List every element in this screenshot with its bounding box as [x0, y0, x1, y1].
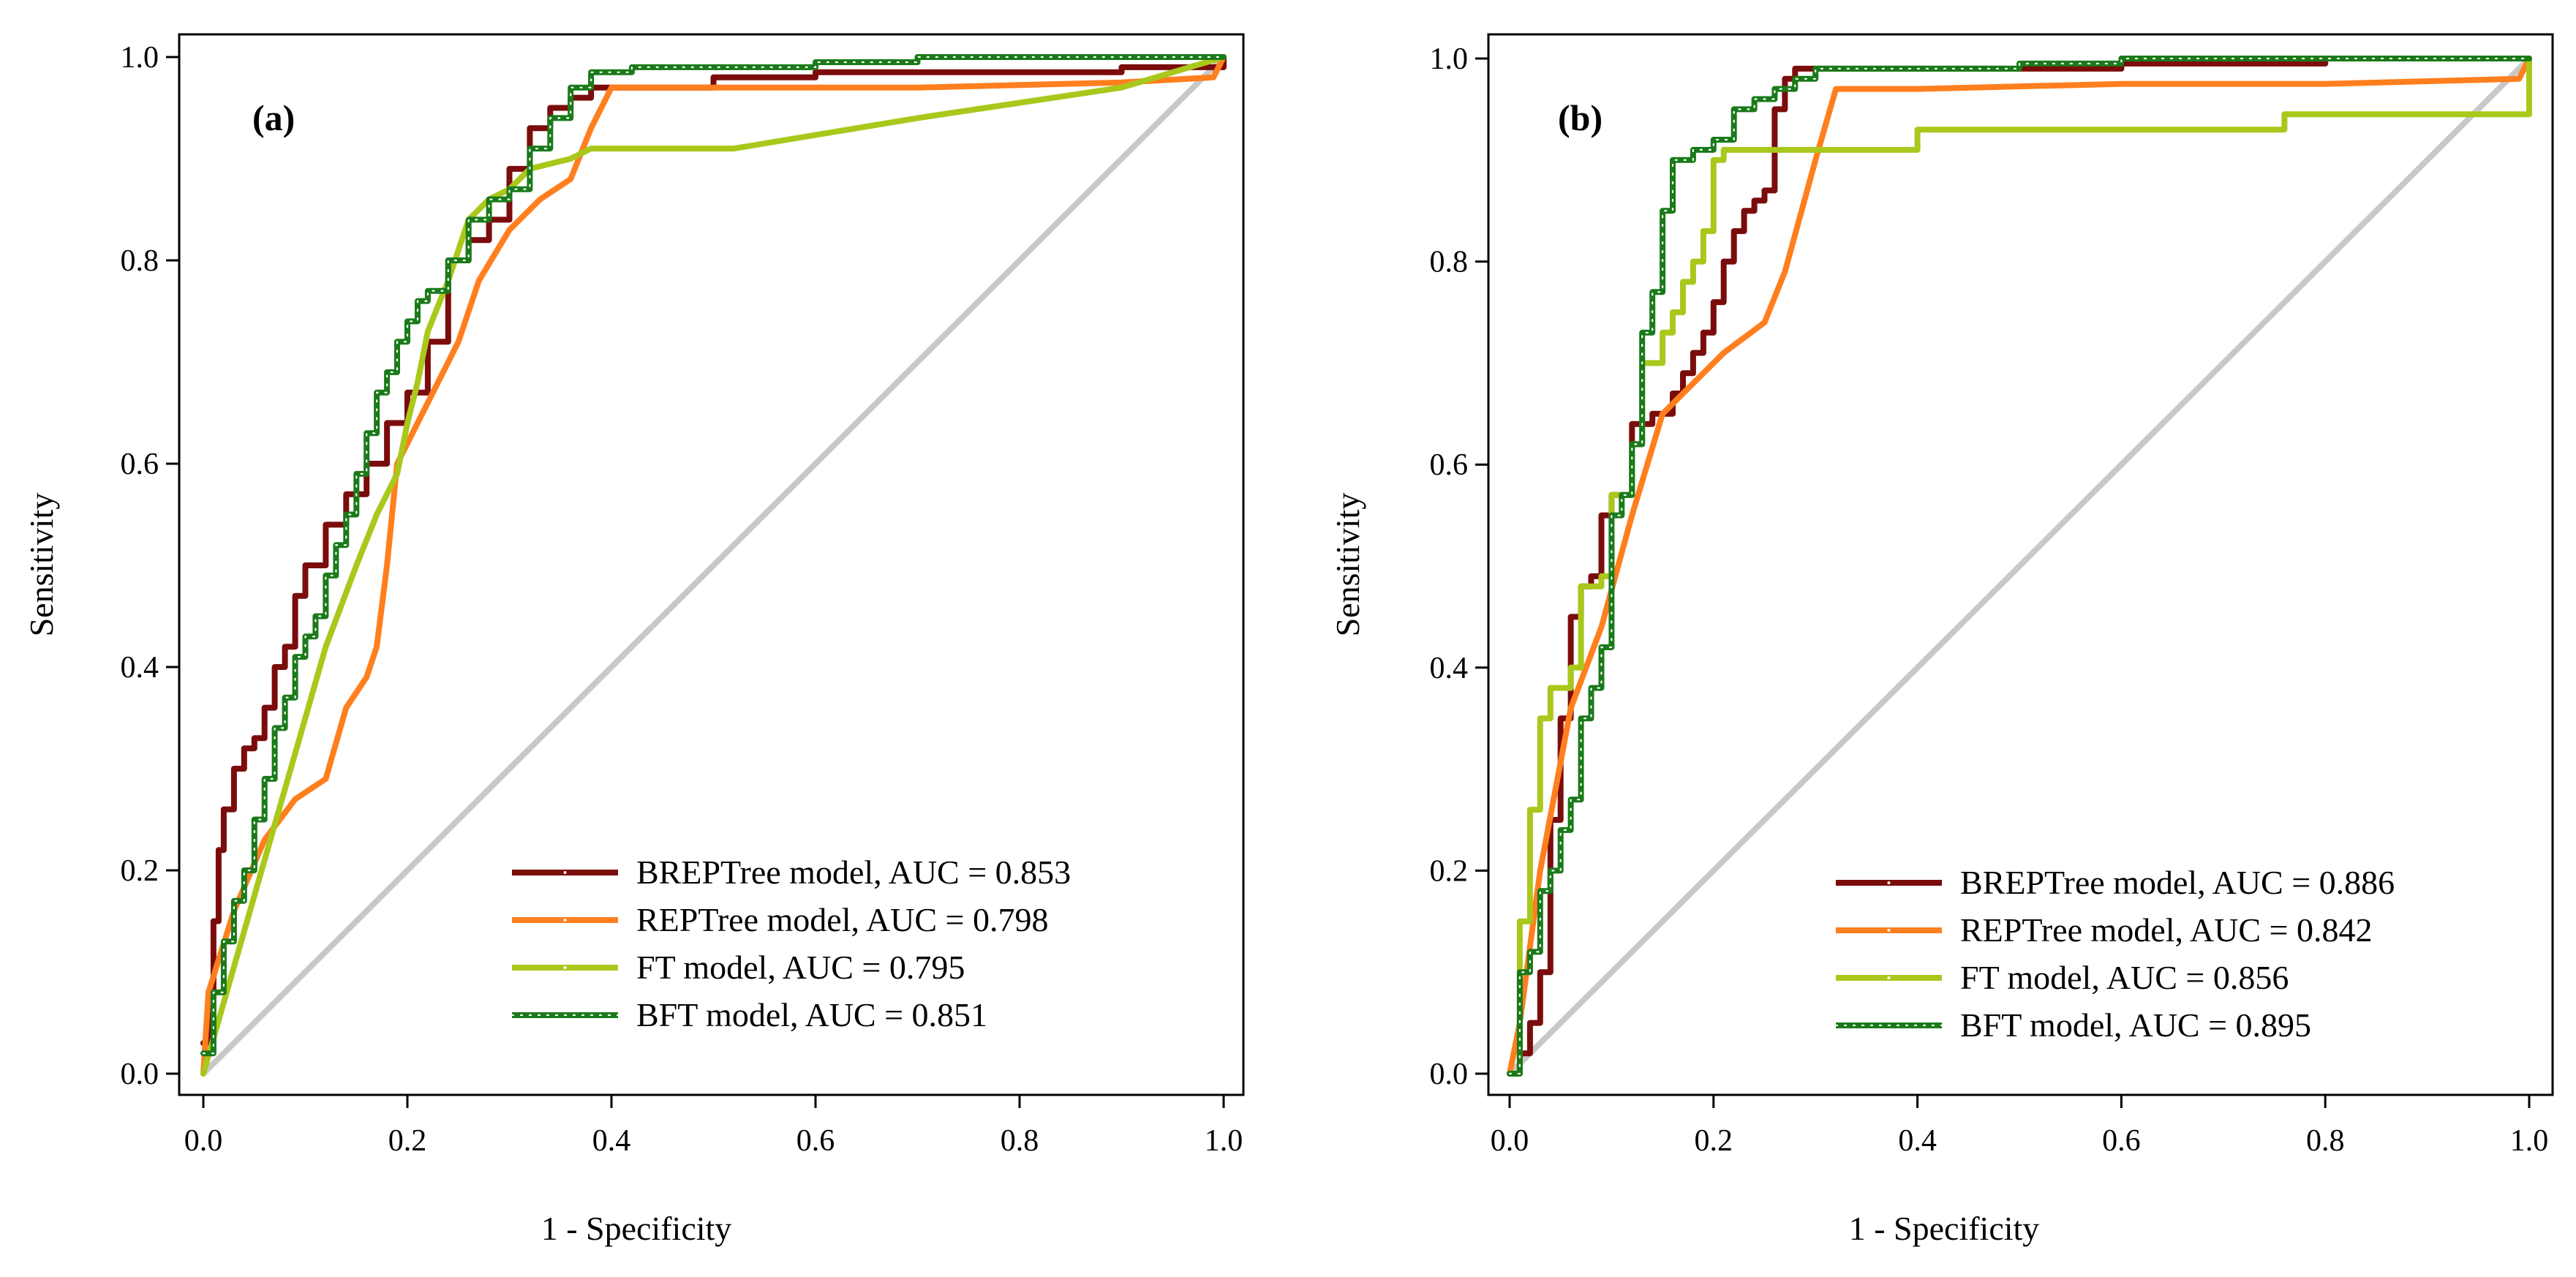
panel-a: 0.0 0.2 0.4 0.6 0.8 1.0 0.0 0.2 0.4 0.6 0.8 1.0 1 - …	[23, 33, 1245, 1247]
curve-ft-model	[1507, 56, 2532, 1077]
y-tick-label: 0.8	[121, 244, 159, 278]
y-tick-label: 1.0	[1430, 42, 1469, 76]
y-tick-label: 0.4	[121, 651, 159, 685]
y-tick-label: 0.6	[1430, 448, 1469, 482]
y-axis-label: Sensitivity	[1329, 493, 1366, 637]
legend: BREPTree model, AUC = 0.886 REPTree model…	[1834, 864, 2395, 1044]
y-tick-label: 0.2	[1430, 854, 1469, 888]
legend-swatch-dot-ft-model	[1887, 976, 1891, 979]
x-tick-label: 0.2	[1695, 1124, 1733, 1158]
y-tick-label: 0.4	[1430, 652, 1469, 685]
x-tick-label: 0.4	[592, 1124, 631, 1158]
x-tick-label: 0.8	[2306, 1124, 2345, 1158]
legend-label-reptree-model: REPTree model, AUC = 0.842	[1960, 911, 2373, 949]
legend-label-reptree-model: REPTree model, AUC = 0.798	[636, 901, 1049, 938]
y-tick-label: 0.8	[1430, 246, 1469, 279]
x-tick-label: 0.2	[388, 1124, 427, 1158]
legend-label-bft-model: BFT model, AUC = 0.895	[1960, 1006, 2311, 1044]
y-tick-label: 0.0	[121, 1058, 159, 1091]
legend-label-ft-model: FT model, AUC = 0.856	[1960, 959, 2289, 996]
x-tick-label: 0.8	[1001, 1124, 1039, 1158]
y-tick-label: 0.2	[121, 854, 159, 888]
legend-swatch-dot-reptree-model	[1887, 929, 1891, 932]
y-axis-label: Sensitivity	[23, 493, 60, 637]
x-axis-label: 1 - Specificity	[541, 1210, 732, 1247]
legend-label-breptree-model: BREPTree model, AUC = 0.886	[1960, 864, 2395, 901]
x-tick-label: 0.0	[1491, 1124, 1529, 1158]
panel-label: (b)	[1558, 97, 1603, 138]
curve-breptree-model	[200, 54, 1227, 1047]
curve-bft-model-dots	[1508, 57, 2531, 1075]
reference-diagonal	[1507, 56, 2532, 1077]
plot-frame	[1487, 33, 2554, 1096]
roc-curves	[1507, 56, 2532, 1077]
legend-label-breptree-model: BREPTree model, AUC = 0.853	[636, 854, 1071, 891]
panel-b: 0.0 0.2 0.4 0.6 0.8 1.0 0.0 0.2 0.4 0.6 0.8 1.0 1 - …	[1329, 33, 2554, 1247]
legend-swatch-dot-reptree-model	[563, 919, 567, 922]
legend: BREPTree model, AUC = 0.853 REPTree model…	[511, 854, 1071, 1033]
x-tick-label: 0.6	[2102, 1124, 2141, 1158]
curve-bft-model-dots	[202, 56, 1225, 1055]
legend-label-bft-model: BFT model, AUC = 0.851	[636, 996, 987, 1033]
roc-curves	[200, 54, 1227, 1077]
plot-frame	[178, 33, 1245, 1096]
x-tick-label: 0.6	[796, 1124, 835, 1158]
reference-diagonal	[200, 54, 1227, 1077]
x-axis-label: 1 - Specificity	[1849, 1210, 2040, 1247]
legend-swatch-dot-ft-model	[563, 966, 567, 969]
x-tick-label: 1.0	[1205, 1124, 1243, 1158]
y-tick-label: 1.0	[121, 41, 159, 75]
curve-reptree-model	[1507, 56, 2532, 1077]
curve-reptree-model	[200, 54, 1227, 1077]
x-tick-label: 1.0	[2510, 1124, 2549, 1158]
legend-swatch-dot-breptree-model	[563, 871, 567, 874]
x-tick-label: 0.4	[1898, 1124, 1937, 1158]
legend-swatch-dot-breptree-model	[1887, 881, 1891, 884]
panel-label: (a)	[252, 97, 295, 138]
y-tick-label: 0.0	[1430, 1058, 1469, 1091]
x-tick-label: 0.0	[184, 1124, 223, 1158]
legend-label-ft-model: FT model, AUC = 0.795	[636, 949, 965, 986]
y-tick-label: 0.6	[121, 448, 159, 481]
